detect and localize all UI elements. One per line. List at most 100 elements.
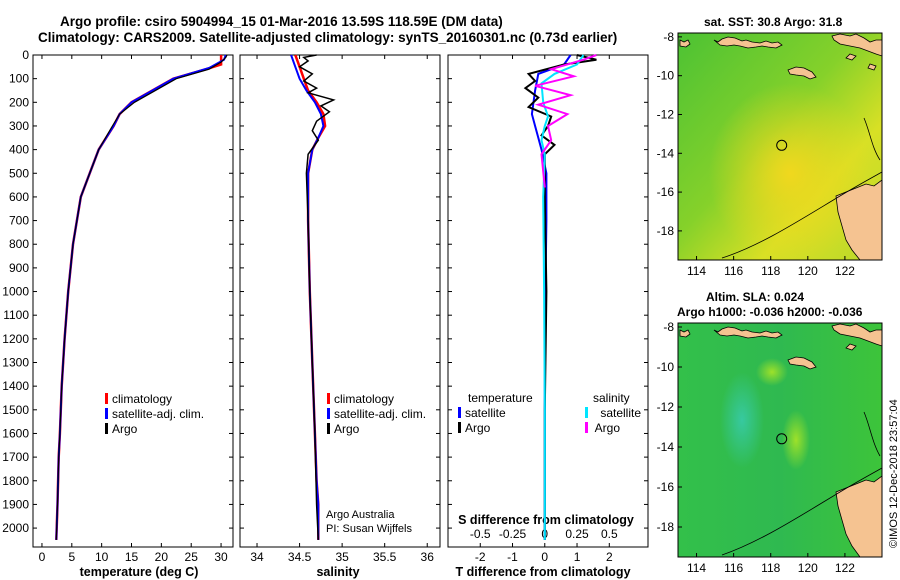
t-diff-xlabel: T difference from climatology: [455, 565, 630, 579]
map-y-tick-label: -16: [657, 185, 675, 199]
map-y-tick-label: -10: [657, 360, 675, 374]
pi-annotation-line1: Argo Australia: [326, 509, 395, 521]
sal-satellite-line: [290, 54, 325, 540]
map-x-tick-label: 120: [798, 264, 818, 278]
map-y-tick-label: -14: [657, 146, 675, 160]
sla-map-contour: [721, 411, 883, 556]
y-tick-label: 1400: [2, 379, 29, 393]
difference-frame: [447, 54, 649, 548]
diff-legend-s-argo-label: Argo: [595, 421, 621, 435]
map-y-tick-label: -12: [657, 400, 675, 414]
x-tick-label: 15: [125, 550, 139, 564]
y-tick-label: 300: [9, 119, 29, 133]
sal-legend-climatology-swatch-icon: [327, 393, 330, 404]
temperature-frame: [32, 54, 234, 548]
temperature-panel: 0100200300400500600700800900100011001200…: [2, 48, 234, 579]
map-x-tick-label: 122: [835, 264, 855, 278]
temp-legend-climatology-swatch-icon: [105, 393, 108, 404]
y-tick-label: 100: [9, 72, 29, 86]
salinity-panel: 34 34.5 35 35.5 36 salinity climatologysatelli…: [239, 54, 441, 579]
sla-map-panel: Altim. SLA: 0.024 Argo h1000: -0.036 h20…: [657, 290, 883, 575]
sal-argo-line: [298, 54, 336, 540]
s-diff-tick-label: -0.5: [470, 527, 491, 541]
diff-t-satellite-line: [530, 54, 572, 540]
sla-map-argo-marker: [776, 433, 788, 445]
y-tick-label: 1700: [2, 450, 29, 464]
diff-legend-s-argo-swatch-icon: [585, 422, 588, 433]
pi-annotation-line2: PI: Susan Wijffels: [326, 523, 412, 535]
y-tick-label: 700: [9, 214, 29, 228]
sst-map-title: sat. SST: 30.8 Argo: 31.8: [704, 15, 843, 29]
sla-map-cool-anomaly: [720, 372, 764, 468]
y-tick-label: 500: [9, 166, 29, 180]
figure-title-line1: Argo profile: csiro 5904994_15 01-Mar-20…: [60, 14, 503, 29]
map-y-tick-label: -12: [657, 107, 675, 121]
x-tick-label: 20: [155, 550, 169, 564]
x-tick-label: 0: [39, 550, 46, 564]
y-tick-label: 0: [22, 48, 29, 62]
map-y-tick-label: -8: [663, 30, 674, 44]
sla-map-warm-anomaly-2: [756, 358, 788, 386]
x-tick-label: 10: [95, 550, 109, 564]
x-tick-label: 34.5: [288, 550, 312, 564]
diff-s-argo-line: [534, 54, 597, 188]
y-tick-label: 200: [9, 95, 29, 109]
temp-satellite-line: [55, 54, 227, 540]
y-tick-label: 900: [9, 261, 29, 275]
figure-title-line2: Climatology: CARS2009. Satellite-adjuste…: [38, 30, 617, 45]
y-tick-label: 1300: [2, 356, 29, 370]
difference-panel: -2 -1 0 1 2-0.5 -0.25 0 0.25 0.5S difference fro…: [447, 54, 649, 579]
x-tick-label: 25: [185, 550, 199, 564]
diff-legend-t-argo-swatch-icon: [458, 422, 461, 433]
temp-legend-climatology-label: climatology: [112, 392, 172, 406]
diff-legend-right-title: salinity: [593, 391, 630, 405]
temp-legend-satellite-label: satellite-adj. clim.: [112, 407, 204, 421]
temp-climatology-line: [55, 55, 223, 540]
y-tick-label: 2000: [2, 521, 29, 535]
diff-legend-s-satellite-swatch-icon: [585, 407, 588, 418]
s-diff-tick-label: -0.25: [499, 527, 527, 541]
sal-legend-satellite-swatch-icon: [327, 408, 330, 419]
x-tick-label: 1: [574, 550, 581, 564]
s-diff-tick-label: 0.25: [565, 527, 589, 541]
diff-legend-left-title: temperature: [468, 391, 533, 405]
temp-legend-argo-swatch-icon: [105, 423, 108, 434]
sst-map-panel: sat. SST: 30.8 Argo: 31.8 114 116 118 120 12…: [657, 15, 883, 278]
salinity-frame: [239, 54, 441, 548]
map-x-tick-label: 118: [761, 561, 780, 575]
x-tick-label: 34: [250, 550, 264, 564]
map-border: [677, 32, 883, 261]
temperature-xlabel: temperature (deg C): [80, 565, 199, 579]
y-tick-label: 1500: [2, 403, 29, 417]
temp-argo-line: [55, 54, 228, 540]
sla-map-title: Altim. SLA: 0.024: [706, 290, 804, 304]
x-tick-label: 35: [335, 550, 349, 564]
y-tick-label: 1800: [2, 474, 29, 488]
x-tick-label: 5: [68, 550, 75, 564]
y-tick-label: 600: [9, 190, 29, 204]
imos-credit: ©IMOS 12-Dec-2018 23:57:04: [888, 399, 900, 548]
sst-map-contour: [721, 117, 883, 259]
map-y-tick-label: -10: [657, 69, 675, 83]
sst-map-argo-marker: [776, 139, 788, 151]
x-tick-label: 36: [421, 550, 435, 564]
map-border: [677, 322, 883, 558]
map-y-tick-label: -8: [663, 320, 674, 334]
map-x-tick-label: 114: [687, 264, 706, 278]
temp-legend-argo-label: Argo: [112, 422, 138, 436]
sla-map-frame: 114 116 118 120 122 -8 -10 -12 -14 -16 -18: [657, 320, 883, 575]
map-y-tick-label: -16: [657, 480, 675, 494]
diff-legend-t-argo-label: Argo: [465, 421, 491, 435]
sst-map-frame: 114 116 118 120 122 -8 -10 -12 -14 -16 -18: [657, 30, 883, 278]
y-tick-label: 1000: [2, 285, 29, 299]
y-tick-label: 1200: [2, 332, 29, 346]
map-x-tick-label: 118: [761, 264, 780, 278]
diff-legend-s-satellite-label: satellite: [600, 406, 641, 420]
s-diff-tick-label: 0.5: [601, 527, 618, 541]
sal-legend-argo-swatch-icon: [327, 423, 330, 434]
map-x-tick-label: 116: [724, 561, 743, 575]
diff-legend-t-satellite-label: satellite: [465, 406, 506, 420]
y-tick-label: 1100: [3, 308, 29, 322]
salinity-xlabel: salinity: [316, 565, 359, 579]
